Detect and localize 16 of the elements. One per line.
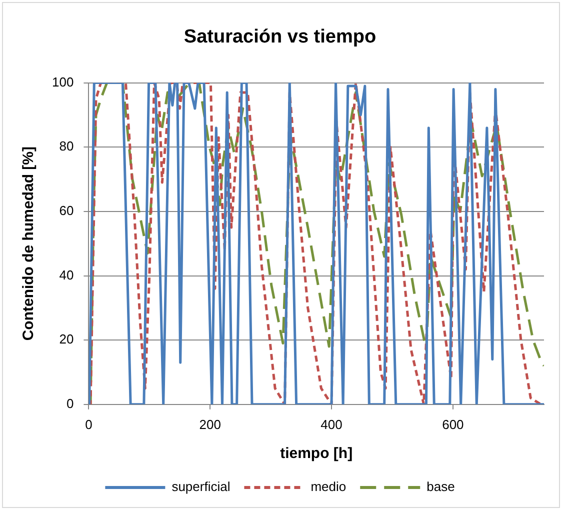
y-tick-label: 40 [59, 267, 74, 282]
x-tick-label: 200 [199, 416, 221, 432]
legend-label: superficial [172, 479, 230, 494]
y-tick-label: 0 [66, 396, 74, 411]
x-tick-label: 0 [85, 416, 92, 432]
y-tick-label: 100 [52, 74, 74, 90]
x-axis-title: tiempo [h] [280, 445, 353, 462]
y-tick-label: 20 [59, 332, 74, 347]
chart-title: Saturación vs tiempo [184, 26, 376, 48]
y-tick-label: 60 [59, 203, 74, 218]
y-axis-title: Contenido de humedad [%] [20, 146, 38, 341]
legend-label: base [426, 479, 455, 494]
legend-label: medio [310, 479, 346, 494]
y-tick-label: 80 [59, 138, 74, 154]
x-tick-label: 400 [320, 416, 342, 432]
x-tick-label: 600 [442, 416, 464, 432]
